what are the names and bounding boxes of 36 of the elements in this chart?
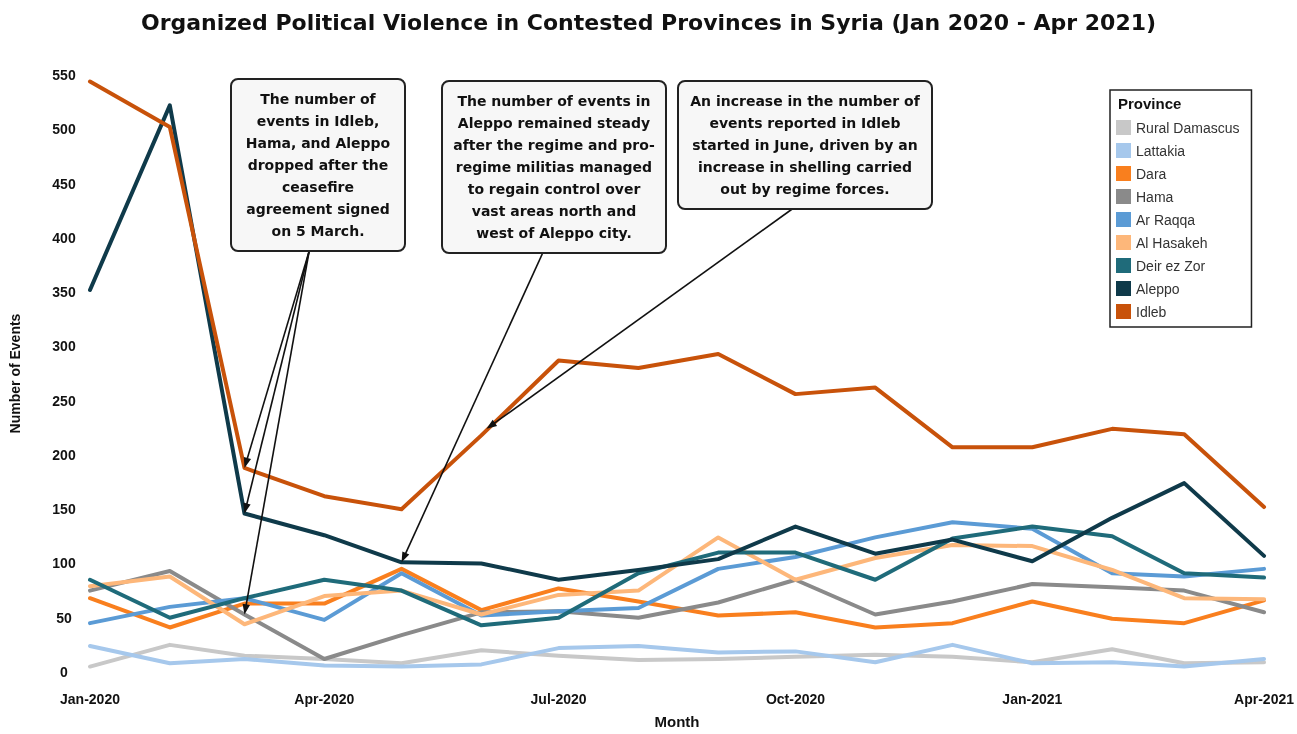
x-axis-title: Month	[654, 713, 700, 730]
legend-label: Al Hasakeh	[1136, 234, 1208, 251]
legend-label: Rural Damascus	[1136, 119, 1240, 136]
y-tick-label: 100	[52, 555, 76, 572]
y-tick-label: 250	[52, 392, 76, 409]
legend-label: Lattakia	[1136, 142, 1186, 159]
legend-label: Hama	[1136, 188, 1174, 205]
y-tick-label: 150	[52, 501, 76, 518]
legend-label: Deir ez Zor	[1136, 257, 1206, 274]
y-tick-label: 550	[52, 67, 76, 83]
legend-label: Dara	[1136, 165, 1167, 182]
annotation: The number of events in Aleppo remained steady after the regime and pro-regime militias managed to regain control over vast areas north and west of Aleppo city.	[441, 80, 667, 254]
x-tick-label: Jan-2021	[1002, 691, 1063, 707]
y-tick-label: 300	[52, 338, 76, 355]
x-tick-label: Jan-2020	[60, 691, 121, 707]
legend-label: Aleppo	[1136, 280, 1180, 297]
y-axis-title: Number of Events	[7, 313, 23, 434]
y-tick-label: 400	[52, 229, 76, 246]
y-tick-label: 350	[52, 284, 76, 301]
y-tick-label: 450	[52, 175, 76, 192]
y-tick-label: 0	[60, 664, 69, 680]
annotation: An increase in the number of events reported in Idleb started in June, driven by an increase in shelling carried out by regime forces.	[677, 80, 933, 210]
chart-title: Organized Political Violence in Contested Provinces in Syria (Jan 2020 - Apr 2021)	[140, 9, 1157, 35]
y-tick-label: 50	[56, 609, 72, 626]
line-series	[88, 79, 1267, 512]
line-series	[88, 566, 1267, 630]
x-tick-label: Apr-2020	[294, 691, 355, 707]
y-tick-label: 500	[52, 121, 76, 138]
legend-label: Ar Raqqa	[1136, 211, 1196, 228]
annotation: The number of events in Idleb, Hama, and Aleppo dropped after the ceasefire agreement signed on 5 March.	[230, 78, 406, 252]
legend-title: Province	[1118, 95, 1182, 112]
legend-label: Idleb	[1136, 303, 1167, 320]
x-tick-label: Apr-2021	[1234, 691, 1295, 707]
x-tick-label: Jul-2020	[530, 691, 587, 707]
y-tick-label: 200	[52, 446, 76, 463]
x-tick-label: Oct-2020	[765, 691, 826, 707]
